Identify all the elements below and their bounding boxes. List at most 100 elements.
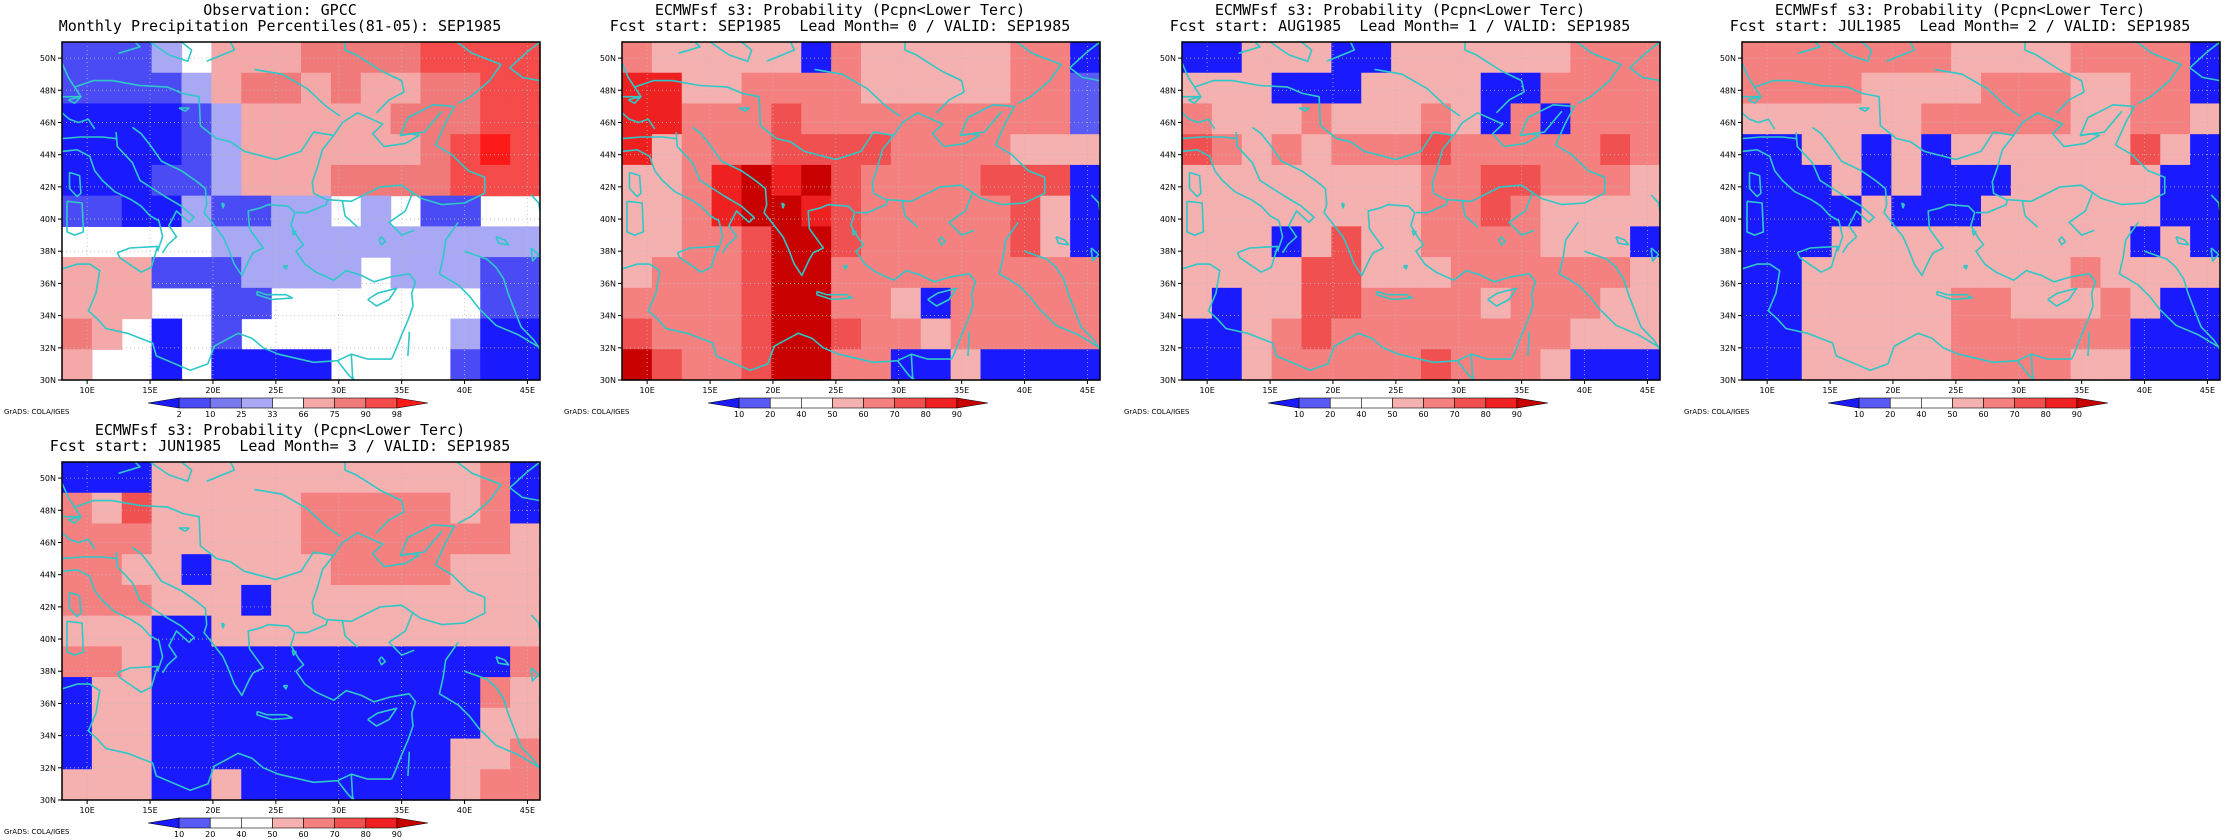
lat-label: 44N — [1160, 151, 1176, 160]
grid-cell — [1480, 287, 1512, 320]
panel-subtitle: Fcst start: JUN1985 Lead Month= 3 / VALI… — [49, 437, 511, 455]
grid-cell — [1391, 103, 1422, 135]
grid-cell — [980, 349, 1011, 381]
grid-cell — [980, 226, 1011, 258]
grid-cell — [271, 769, 302, 801]
lon-label: 45E — [1640, 386, 1655, 395]
grid-cell — [121, 554, 153, 586]
lon-axis: 10E 15E 20E 25E 30E 35E 40E 45E — [80, 800, 535, 815]
lon-label: 45E — [1080, 386, 1095, 395]
grid-cell — [121, 615, 153, 647]
grid-cell — [241, 769, 272, 801]
grid-cell — [801, 42, 832, 74]
coastline — [311, 112, 421, 201]
grid-cell — [771, 287, 802, 320]
coastline — [495, 236, 510, 246]
grid-cell — [91, 523, 123, 555]
grid-cell — [241, 738, 272, 770]
grid-cell — [2100, 257, 2131, 289]
grid-cell — [2160, 349, 2191, 381]
colorbar-swatch — [1827, 397, 1860, 409]
grid-cell — [450, 134, 481, 166]
grid-cell — [151, 318, 183, 350]
grid-cell — [91, 72, 123, 105]
coastline — [367, 707, 398, 727]
coastline — [2188, 41, 2221, 82]
grid-cell — [450, 318, 481, 350]
grid-cell — [2040, 349, 2072, 381]
colorbar-label: 10 — [1854, 410, 1864, 419]
grid-cell — [1450, 164, 1482, 197]
grid-cell — [1630, 42, 1661, 74]
grid-cell — [771, 72, 802, 105]
grid-cell — [1540, 349, 1571, 381]
lon-label: 20E — [205, 806, 220, 815]
grid-cell — [450, 164, 481, 197]
grid-cell — [211, 195, 242, 227]
coastline — [61, 149, 164, 252]
grid-cell — [1040, 349, 1071, 381]
grid-cell — [711, 134, 743, 166]
coastline — [1464, 42, 1525, 114]
lat-label: 50N — [40, 54, 56, 63]
grid-cell — [1981, 318, 2012, 350]
coastline — [1971, 229, 1977, 236]
colorbar-swatch — [925, 397, 958, 409]
lat-label: 40N — [1160, 215, 1176, 224]
coastline — [2080, 110, 2123, 137]
coastline — [1024, 250, 1101, 350]
grid-cell — [1540, 257, 1571, 289]
grid-cell — [330, 646, 362, 678]
colorbar-label: 80 — [361, 830, 371, 839]
coastline — [282, 264, 289, 270]
grid-cell — [741, 226, 772, 258]
graticule — [1742, 42, 2220, 381]
grid-cell — [241, 349, 272, 381]
grid-cell — [360, 707, 392, 740]
grid-cell — [741, 134, 772, 166]
grid-cell — [271, 164, 302, 197]
grid-cell — [1742, 349, 1773, 381]
map-panel-lead-3: ECMWFsf s3: Probability (Pcpn<Lower Terc… — [0, 420, 560, 840]
grid-cell — [450, 103, 481, 135]
grid-cell — [390, 646, 422, 678]
grid-cell — [1271, 287, 1303, 320]
grid-cell — [651, 42, 683, 74]
grid-cell — [1271, 226, 1303, 258]
grid-cell — [1891, 103, 1922, 135]
grads-credit: GrADS: COLA/IGES — [1124, 408, 1190, 416]
coastline — [61, 263, 392, 372]
grid-cell — [1480, 349, 1512, 381]
grid-cell — [681, 195, 713, 227]
lat-label: 48N — [1160, 86, 1176, 95]
lat-label: 48N — [40, 506, 56, 515]
coastline — [676, 245, 719, 274]
colorbar-swatch — [178, 397, 211, 409]
grid-cell — [741, 287, 772, 320]
grid-cell — [861, 226, 892, 258]
lat-label: 42N — [40, 603, 56, 612]
grid-cell — [950, 134, 982, 166]
colorbar-swatch — [178, 817, 211, 829]
grid-cell — [390, 42, 422, 74]
grid-cell — [271, 615, 302, 647]
grid-cell — [121, 164, 153, 197]
grid-cell — [1510, 164, 1542, 197]
grid-cell — [121, 707, 153, 740]
grid-cell — [711, 103, 743, 135]
grid-cell — [1070, 103, 1101, 135]
grid-cell — [681, 318, 713, 350]
coastline — [115, 132, 195, 254]
grid-cell — [420, 257, 451, 289]
lat-label: 32N — [40, 764, 56, 773]
grid-cell — [801, 103, 832, 135]
grid-cell — [480, 615, 511, 647]
grid-cell — [121, 462, 153, 494]
lat-label: 30N — [600, 376, 616, 385]
colorbar: 10 20 40 50 60 70 80 90 — [707, 397, 989, 419]
coastline — [400, 110, 443, 137]
grid-cell — [950, 287, 982, 320]
grid-cell — [1211, 318, 1243, 350]
coastline — [1236, 245, 1279, 274]
grid-cell — [420, 769, 451, 801]
